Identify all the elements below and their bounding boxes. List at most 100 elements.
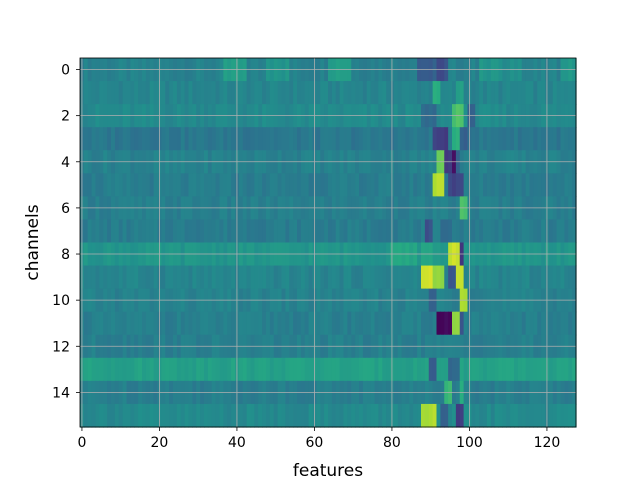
heatmap-cell xyxy=(114,357,120,382)
heatmap-cell xyxy=(184,127,190,151)
heatmap-cell xyxy=(494,265,500,290)
heatmap-cell xyxy=(215,357,221,382)
heatmap-cell xyxy=(552,265,558,290)
heatmap-cell xyxy=(428,265,434,290)
heatmap-cell xyxy=(130,127,135,151)
y-tick-label: 2 xyxy=(61,109,70,125)
heatmap-cell xyxy=(517,403,523,428)
heatmap-cell xyxy=(242,357,248,382)
heatmap-cell xyxy=(122,403,128,428)
heatmap-cell xyxy=(138,127,143,151)
heatmap-cell xyxy=(436,403,441,428)
heatmap-cell xyxy=(331,403,337,428)
heatmap-cell xyxy=(560,173,565,197)
heatmap-cell xyxy=(258,403,263,428)
heatmap-cell xyxy=(556,265,562,290)
heatmap-cell xyxy=(130,265,135,290)
heatmap-cell xyxy=(339,81,345,105)
heatmap-cell xyxy=(134,81,139,105)
heatmap-cell xyxy=(362,173,368,197)
heatmap-cell xyxy=(393,127,399,151)
heatmap-cell xyxy=(548,219,554,244)
heatmap-cell xyxy=(130,173,135,197)
heatmap-cell xyxy=(99,403,104,428)
heatmap-cell xyxy=(87,311,93,336)
heatmap-cell xyxy=(277,311,283,336)
heatmap-cell xyxy=(471,127,476,151)
heatmap-cell xyxy=(494,127,500,151)
heatmap-cell xyxy=(165,265,170,290)
heatmap-cell xyxy=(138,265,143,290)
heatmap-cell xyxy=(111,357,116,382)
heatmap-cell xyxy=(204,403,209,428)
heatmap-cell xyxy=(134,311,139,336)
heatmap-cell xyxy=(184,403,190,428)
heatmap-cell xyxy=(304,265,310,290)
heatmap-cell xyxy=(529,81,534,105)
heatmap-cell xyxy=(490,173,496,197)
heatmap-cell xyxy=(421,81,426,105)
heatmap-cell xyxy=(134,219,139,244)
heatmap-cell xyxy=(184,219,190,244)
heatmap-cell xyxy=(494,357,500,382)
heatmap-cell xyxy=(242,127,248,151)
heatmap-cell xyxy=(161,311,166,336)
heatmap-cell xyxy=(343,219,348,244)
heatmap-cell xyxy=(386,265,391,290)
heatmap-cell xyxy=(448,357,453,382)
heatmap-cell xyxy=(424,173,430,197)
heatmap-cell xyxy=(91,81,97,105)
heatmap-cell xyxy=(347,403,352,428)
heatmap-cell xyxy=(537,127,542,151)
heatmap-cell xyxy=(409,81,414,105)
heatmap-cell xyxy=(324,219,329,244)
heatmap-cell xyxy=(471,219,476,244)
heatmap-cell xyxy=(335,127,341,151)
heatmap-cell xyxy=(103,265,108,290)
x-tick-label: 100 xyxy=(456,435,483,451)
heatmap-cell xyxy=(413,403,418,428)
heatmap-cell xyxy=(498,127,503,151)
heatmap-cell xyxy=(397,311,403,336)
heatmap-cell xyxy=(126,173,131,197)
heatmap-cell xyxy=(153,81,159,105)
heatmap-cell xyxy=(308,81,314,105)
heatmap-cell xyxy=(483,81,488,105)
heatmap-cell xyxy=(413,265,418,290)
heatmap-cell xyxy=(459,311,465,336)
heatmap-cell xyxy=(227,81,232,105)
heatmap-cell xyxy=(331,357,337,382)
heatmap-cell xyxy=(572,357,577,382)
heatmap-cell xyxy=(95,219,100,244)
heatmap-cell xyxy=(471,403,476,428)
heatmap-cell xyxy=(269,173,275,197)
heatmap-cell xyxy=(304,127,310,151)
heatmap-cell xyxy=(386,311,391,336)
heatmap-cell xyxy=(138,81,143,105)
heatmap-cell xyxy=(308,357,314,382)
heatmap-cell xyxy=(541,81,546,105)
heatmap-cell xyxy=(514,311,519,336)
heatmap-cell xyxy=(122,357,128,382)
heatmap-cell xyxy=(556,81,562,105)
heatmap-cell xyxy=(308,127,314,151)
heatmap-cell xyxy=(269,311,275,336)
heatmap-cell xyxy=(502,357,507,382)
heatmap-cell xyxy=(304,81,310,105)
heatmap-cell xyxy=(316,219,321,244)
heatmap-cell xyxy=(95,173,100,197)
heatmap-cell xyxy=(424,311,430,336)
heatmap-cell xyxy=(417,403,422,428)
heatmap-cell xyxy=(486,81,492,105)
heatmap-cell xyxy=(165,219,170,244)
heatmap-cell xyxy=(529,265,534,290)
heatmap-cell xyxy=(370,311,376,336)
heatmap-cell xyxy=(126,81,131,105)
heatmap-cell xyxy=(95,81,100,105)
heatmap-cell xyxy=(537,173,542,197)
heatmap-cell xyxy=(486,219,492,244)
heatmap-cell xyxy=(266,265,271,290)
heatmap-cell xyxy=(541,357,546,382)
heatmap-cell xyxy=(359,219,364,244)
heatmap-cell xyxy=(196,81,201,105)
